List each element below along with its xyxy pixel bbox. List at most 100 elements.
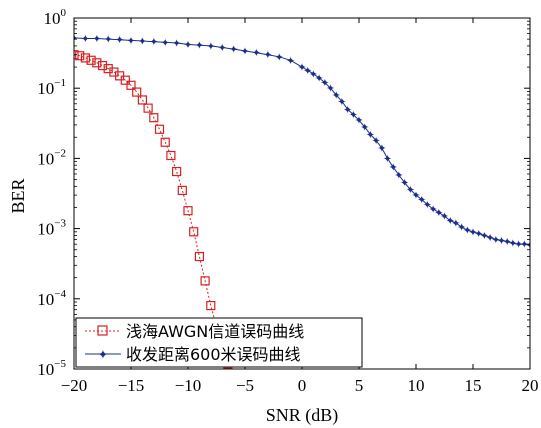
data-point-star: ✦ (428, 203, 437, 216)
data-point-star: ✦ (275, 51, 284, 64)
data-point-square (223, 367, 233, 369)
data-point-star: ✦ (423, 199, 432, 212)
data-point-star: ✦ (468, 226, 477, 239)
data-point-square (206, 301, 216, 311)
data-point-star: ✦ (485, 231, 494, 244)
data-point-square (103, 64, 113, 74)
data-point-star: ✦ (411, 189, 420, 202)
data-point-square (189, 227, 199, 237)
data-point-star: ✦ (126, 34, 135, 47)
data-point-star: ✦ (314, 72, 323, 85)
data-point-star: ✦ (354, 114, 363, 127)
x-tick-label: 10 (408, 376, 425, 395)
data-point-star: ✦ (252, 47, 261, 60)
data-point-star: ✦ (525, 239, 534, 252)
y-axis: 10−5 10−4 10−3 10−2 10−1 100 (37, 7, 530, 379)
data-point-square (80, 53, 91, 63)
data-point-star: ✦ (297, 61, 306, 74)
data-point-star: ✦ (457, 221, 466, 234)
data-point-star: ✦ (326, 82, 335, 95)
data-point-star: ✦ (360, 121, 369, 134)
x-tick-label: 5 (355, 376, 364, 395)
data-point-star: ✦ (383, 152, 392, 165)
data-point-star: ✦ (366, 128, 375, 141)
y-tick-label: 10−1 (37, 77, 66, 98)
data-point-star: ✦ (503, 236, 512, 249)
data-point-star: ✦ (463, 224, 472, 237)
legend-marker-star: ✦ (98, 348, 109, 363)
legend-label-awgn: 浅海AWGN信道误码曲线 (126, 322, 304, 341)
x-tick-label: −15 (118, 376, 145, 395)
data-point-square (200, 276, 210, 286)
data-point-star: ✦ (440, 210, 449, 223)
data-point-star: ✦ (446, 215, 455, 228)
x-tick-label: −10 (175, 376, 202, 395)
data-point-square (183, 206, 193, 216)
data-point-square (132, 87, 142, 97)
data-point-square (149, 113, 159, 123)
x-tick-label: 15 (465, 376, 482, 395)
data-point-star: ✦ (434, 206, 443, 219)
data-point-star: ✦ (263, 49, 272, 62)
x-tick-label: −5 (236, 376, 254, 395)
data-point-star: ✦ (149, 36, 158, 49)
data-point-star: ✦ (218, 41, 227, 54)
legend-item-600m: ✦ 收发距离600米误码曲线 (85, 345, 301, 364)
y-tick-label: 10−4 (37, 288, 66, 309)
data-point-star: ✦ (161, 36, 170, 49)
data-point-star: ✦ (115, 34, 124, 47)
x-tick-label: −20 (61, 376, 88, 395)
data-point-star: ✦ (337, 95, 346, 108)
legend-marker-square (97, 325, 108, 336)
data-point-square (75, 51, 85, 61)
data-point-square (137, 95, 147, 105)
legend-item-awgn: 浅海AWGN信道误码曲线 (85, 322, 304, 341)
data-point-star: ✦ (309, 68, 318, 81)
data-point-star: ✦ (394, 169, 403, 182)
data-point-star: ✦ (389, 161, 398, 174)
legend-label-600m: 收发距离600米误码曲线 (126, 345, 301, 364)
data-point-star: ✦ (138, 35, 147, 48)
data-point-star: ✦ (343, 103, 352, 116)
x-tick-label: 20 (522, 376, 539, 395)
data-point-star: ✦ (514, 238, 523, 251)
data-point-square (177, 185, 187, 196)
data-point-star: ✦ (286, 54, 295, 67)
data-point-star: ✦ (183, 38, 192, 51)
series-line-1 (74, 37, 530, 246)
series-layer: ✦ ✦ ✦ ✦ ✦ ✦ ✦ ✦ ✦ ✦ ✦ ✦ ✦ ✦ ✦ ✦ ✦ ✦ ✦ ✦✦✦✦✦✦✦✦✦✦✦✦✦✦✦✦✦✦✦✦✦… (74, 32, 534, 369)
data-point-star: ✦ (474, 228, 483, 241)
data-point-star: ✦ (240, 45, 249, 58)
data-point-star: ✦ (400, 177, 409, 190)
data-point-star: ✦ (320, 77, 329, 90)
data-point-square (86, 55, 96, 65)
data-point-star: ✦ (92, 33, 101, 46)
y-tick-label: 10−5 (37, 358, 66, 379)
data-point-square (126, 80, 136, 90)
data-point-star: ✦ (332, 89, 341, 102)
data-point-square (194, 251, 204, 262)
data-point-star: ✦ (303, 64, 312, 77)
x-axis-title: SNR (dB) (266, 405, 339, 426)
data-point-star: ✦ (104, 33, 113, 46)
data-point-star: ✦ (520, 238, 529, 251)
data-point-square (120, 75, 130, 85)
x-tick-label: 0 (298, 376, 307, 395)
data-point-star: ✦ (508, 237, 517, 250)
data-point-star: ✦ (480, 229, 489, 242)
data-point-square (92, 58, 102, 68)
data-point-star: ✦ (497, 234, 506, 247)
x-axis: −20 −15 −10 −5 0 5 10 15 20 (61, 18, 539, 395)
legend: 浅海AWGN信道误码曲线 ✦ 收发距离600米误码曲线 (75, 317, 363, 368)
y-tick-label: 10−2 (37, 147, 66, 168)
y-axis-title: BER (8, 178, 28, 213)
data-point-square (166, 150, 176, 161)
data-point-square (143, 103, 153, 113)
legend-box (75, 317, 363, 368)
data-point-square (154, 124, 165, 134)
data-point-star: ✦ (229, 43, 238, 56)
data-point-star: ✦ (206, 40, 215, 53)
data-point-star: ✦ (491, 233, 500, 246)
data-point-star: ✦ (377, 142, 386, 155)
